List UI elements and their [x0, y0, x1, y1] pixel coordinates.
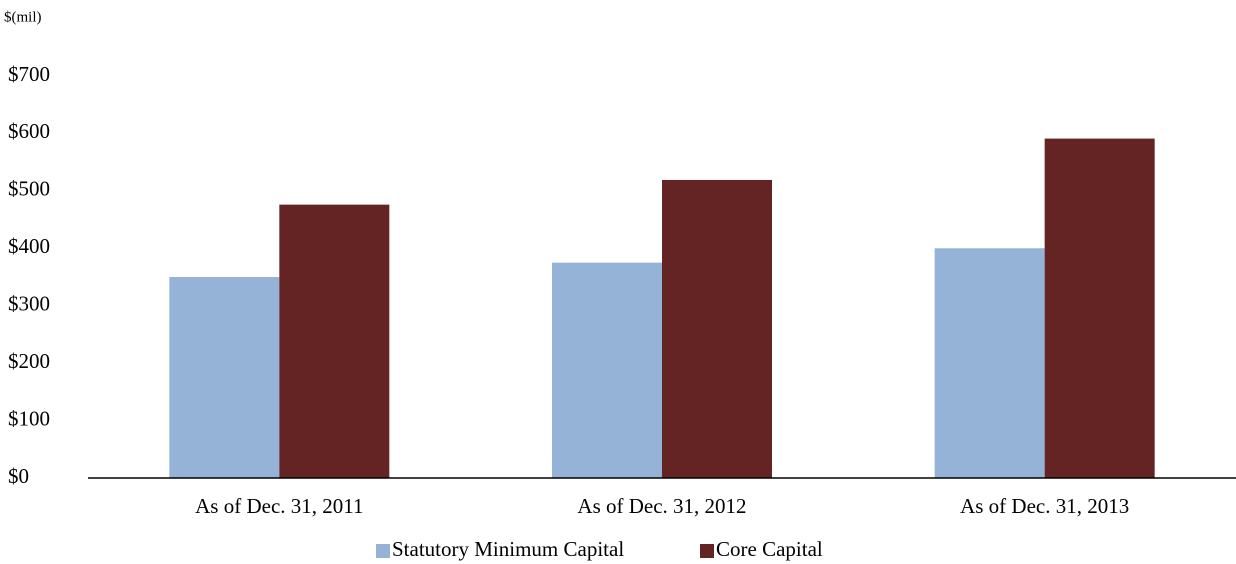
legend-swatch	[700, 544, 714, 558]
x-tick-label: As of Dec. 31, 2013	[960, 494, 1129, 518]
legend-label: Statutory Minimum Capital	[392, 537, 624, 561]
legend-swatch	[376, 544, 390, 558]
bar	[934, 248, 1045, 478]
y-tick-label: $0	[8, 464, 29, 488]
y-tick-label: $500	[8, 177, 50, 201]
y-tick-label: $600	[8, 119, 50, 143]
y-tick-label: $400	[8, 234, 50, 258]
x-tick-label: As of Dec. 31, 2011	[195, 494, 363, 518]
bar	[552, 262, 662, 478]
y-axis-label: $(mil)	[4, 9, 42, 25]
x-tick-label: As of Dec. 31, 2012	[577, 494, 746, 518]
y-tick-label: $200	[8, 349, 50, 373]
y-tick-label: $700	[8, 62, 50, 86]
bar	[662, 179, 772, 478]
bar	[279, 204, 390, 478]
y-tick-label: $100	[8, 406, 50, 430]
legend-label: Core Capital	[716, 537, 823, 561]
bar	[1044, 138, 1155, 478]
y-tick-label: $300	[8, 292, 50, 316]
bar	[169, 277, 280, 478]
